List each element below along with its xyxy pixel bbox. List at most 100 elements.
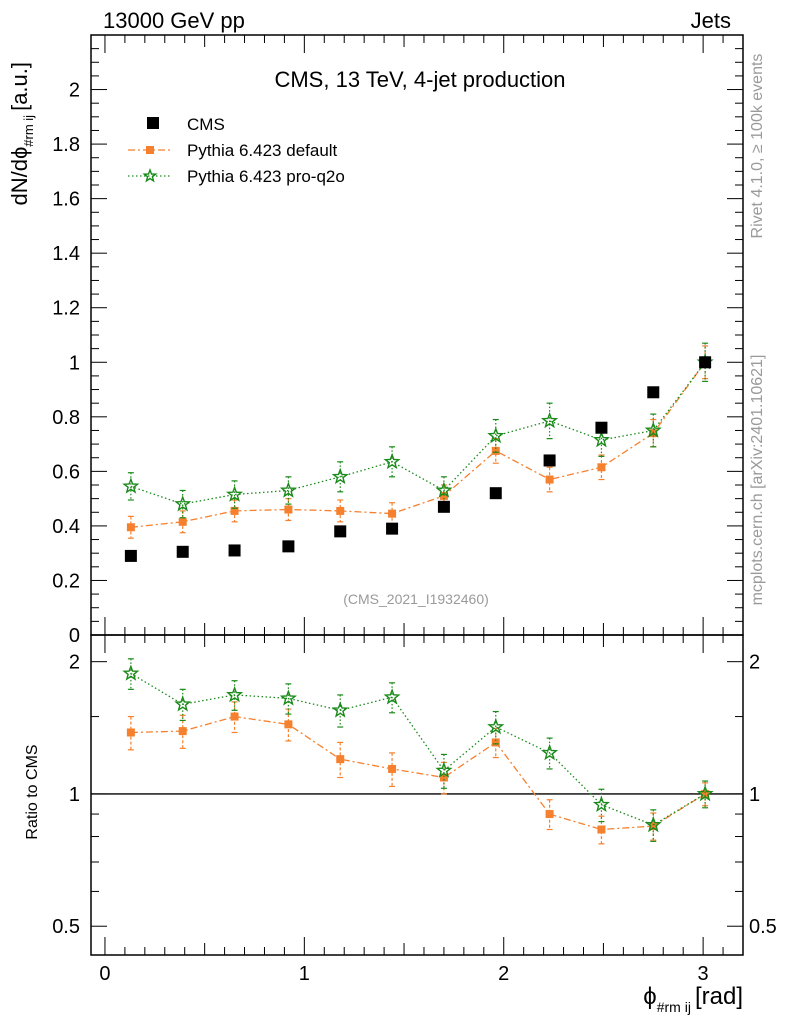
ratio-default-point — [388, 764, 397, 773]
legend-marker-proq2o — [142, 168, 158, 183]
legend-entry-cms: CMS — [147, 115, 225, 134]
ratio-default-point — [597, 825, 606, 834]
ratio-ytick-label-right: 2 — [749, 652, 760, 674]
main-cms-point — [124, 549, 137, 562]
main-default-point — [491, 446, 500, 455]
ratio-default-point — [491, 738, 500, 747]
main-proq2o-point — [644, 421, 662, 438]
ratio-default-point — [178, 727, 187, 736]
main-ytick-label: 1.6 — [52, 189, 80, 211]
main-proq2o-point — [279, 481, 298, 498]
main-default-point — [336, 506, 345, 515]
main-cms-point — [282, 540, 295, 553]
main-panel: 0 0.2 0.4 0.6 0.8 1 1.2 1.4 1.6 1.8 2 CMS, 13 TeV,… — [7, 34, 744, 647]
main-default-point — [597, 463, 606, 472]
mcplots-label: mcplots.cern.ch [arXiv:2401.10621] — [749, 355, 766, 606]
main-default-point — [545, 475, 554, 484]
ratio-ytick-label-right: 1 — [749, 784, 760, 806]
main-proq2o-point — [592, 431, 611, 448]
ratio-proq2o-point — [540, 743, 559, 761]
main-cms-point — [437, 500, 450, 513]
ratio-proq2o-point — [592, 795, 611, 813]
main-ytick-label: 0 — [69, 625, 80, 647]
ratio-data-series — [122, 658, 714, 845]
legend-label-default: Pythia 6.423 default — [187, 141, 338, 160]
ratio-proq2o-point — [174, 695, 192, 712]
legend-star-icon — [142, 168, 158, 183]
ratio-proq2o-point — [696, 784, 714, 802]
legend: CMS Pythia 6.423 default Pythia 6.423 pr… — [128, 115, 345, 186]
main-cms-point — [489, 487, 502, 500]
main-y-title-unit: [a.u.] — [7, 62, 32, 111]
ratio-proq2o-point — [225, 685, 244, 703]
ratio-proq2o-point — [331, 701, 349, 718]
main-default-point — [284, 505, 293, 514]
legend-marker-cms — [147, 117, 159, 129]
rivet-label: Rivet 4.1.0, ≥ 100k events — [749, 54, 766, 239]
ratio-x-axis: 0 1 2 3 — [99, 635, 744, 985]
x-title-unit: [rad] — [695, 983, 743, 1010]
main-x-axis — [104, 35, 744, 635]
main-cms-point — [647, 386, 660, 399]
ratio-proq2o-point — [644, 816, 662, 833]
ratio-default-point — [336, 755, 345, 764]
chart-title: CMS, 13 TeV, 4-jet production — [274, 67, 565, 92]
ratio-xtick-label: 3 — [698, 963, 709, 985]
main-cms-point — [334, 525, 347, 538]
main-default-point — [388, 509, 397, 518]
main-y-title-sub: #rm ij — [21, 115, 36, 147]
main-proq2o-point — [331, 467, 349, 485]
main-default-point — [178, 517, 187, 526]
ratio-y-title: Ratio to CMS — [24, 744, 41, 839]
main-ytick-label: 0.2 — [52, 570, 80, 592]
main-proq2o-line — [130, 361, 706, 505]
main-default-point — [439, 491, 448, 500]
svg-text:dN/dϕ#rm ij[a.u.]: dN/dϕ#rm ij [a.u.] — [7, 62, 36, 206]
ratio-default-point — [126, 728, 135, 737]
ratio-proq2o-point — [122, 664, 140, 681]
ratio-panel-frame — [90, 634, 744, 956]
main-proq2o-point — [174, 495, 192, 512]
ratio-ytick-label: 0.5 — [52, 916, 80, 938]
main-cms-point — [386, 522, 399, 535]
main-ytick-label: 0.4 — [52, 516, 80, 538]
ratio-xtick-label: 0 — [99, 963, 110, 985]
main-y-axis: 0 0.2 0.4 0.6 0.8 1 1.2 1.4 1.6 1.8 2 — [52, 48, 743, 647]
main-proq2o-point — [122, 477, 140, 494]
main-ytick-label: 1.8 — [52, 134, 80, 156]
main-cms-point — [543, 454, 556, 467]
main-proq2o-point — [487, 426, 505, 444]
main-cms-point — [228, 544, 241, 557]
ratio-xtick-label: 1 — [299, 963, 310, 985]
main-ytick-label: 0.8 — [52, 407, 80, 429]
ratio-default-point — [230, 712, 239, 721]
main-default-point — [126, 523, 135, 532]
main-cms-point — [699, 356, 712, 369]
main-proq2o-point — [383, 452, 401, 470]
ratio-panel: 0.5 0.5 1 1 2 2 0 1 2 3 Ratio to CMS — [24, 634, 777, 985]
main-proq2o-point — [435, 481, 453, 498]
ratio-ytick-label-right: 0.5 — [749, 916, 777, 938]
ratio-ytick-label: 1 — [69, 784, 80, 806]
header-energy: 13000 GeV pp — [103, 8, 245, 33]
header-process: Jets — [691, 8, 731, 33]
main-cms-point — [176, 545, 189, 558]
analysis-id: (CMS_2021_I1932460) — [343, 591, 489, 607]
ratio-default-point — [545, 810, 554, 819]
main-proq2o-point — [540, 411, 559, 429]
main-default-line — [130, 361, 706, 528]
main-ytick-label: 0.6 — [52, 461, 80, 483]
legend-entry-default: Pythia 6.423 default — [128, 141, 338, 160]
legend-entry-proq2o: Pythia 6.423 pro-q2o — [128, 167, 345, 186]
ratio-proq2o-point — [487, 717, 505, 735]
ratio-default-point — [439, 773, 448, 782]
ratio-proq2o-point — [435, 761, 453, 778]
ratio-y-axis: 0.5 0.5 1 1 2 2 — [52, 652, 777, 939]
ratio-ytick-label: 2 — [69, 652, 80, 674]
legend-marker-default — [146, 146, 154, 154]
main-ytick-label: 1.2 — [52, 298, 80, 320]
ratio-xtick-label: 2 — [498, 963, 509, 985]
ratio-proq2o-point — [383, 688, 401, 705]
x-title-sub: #rm ij — [657, 999, 691, 1015]
